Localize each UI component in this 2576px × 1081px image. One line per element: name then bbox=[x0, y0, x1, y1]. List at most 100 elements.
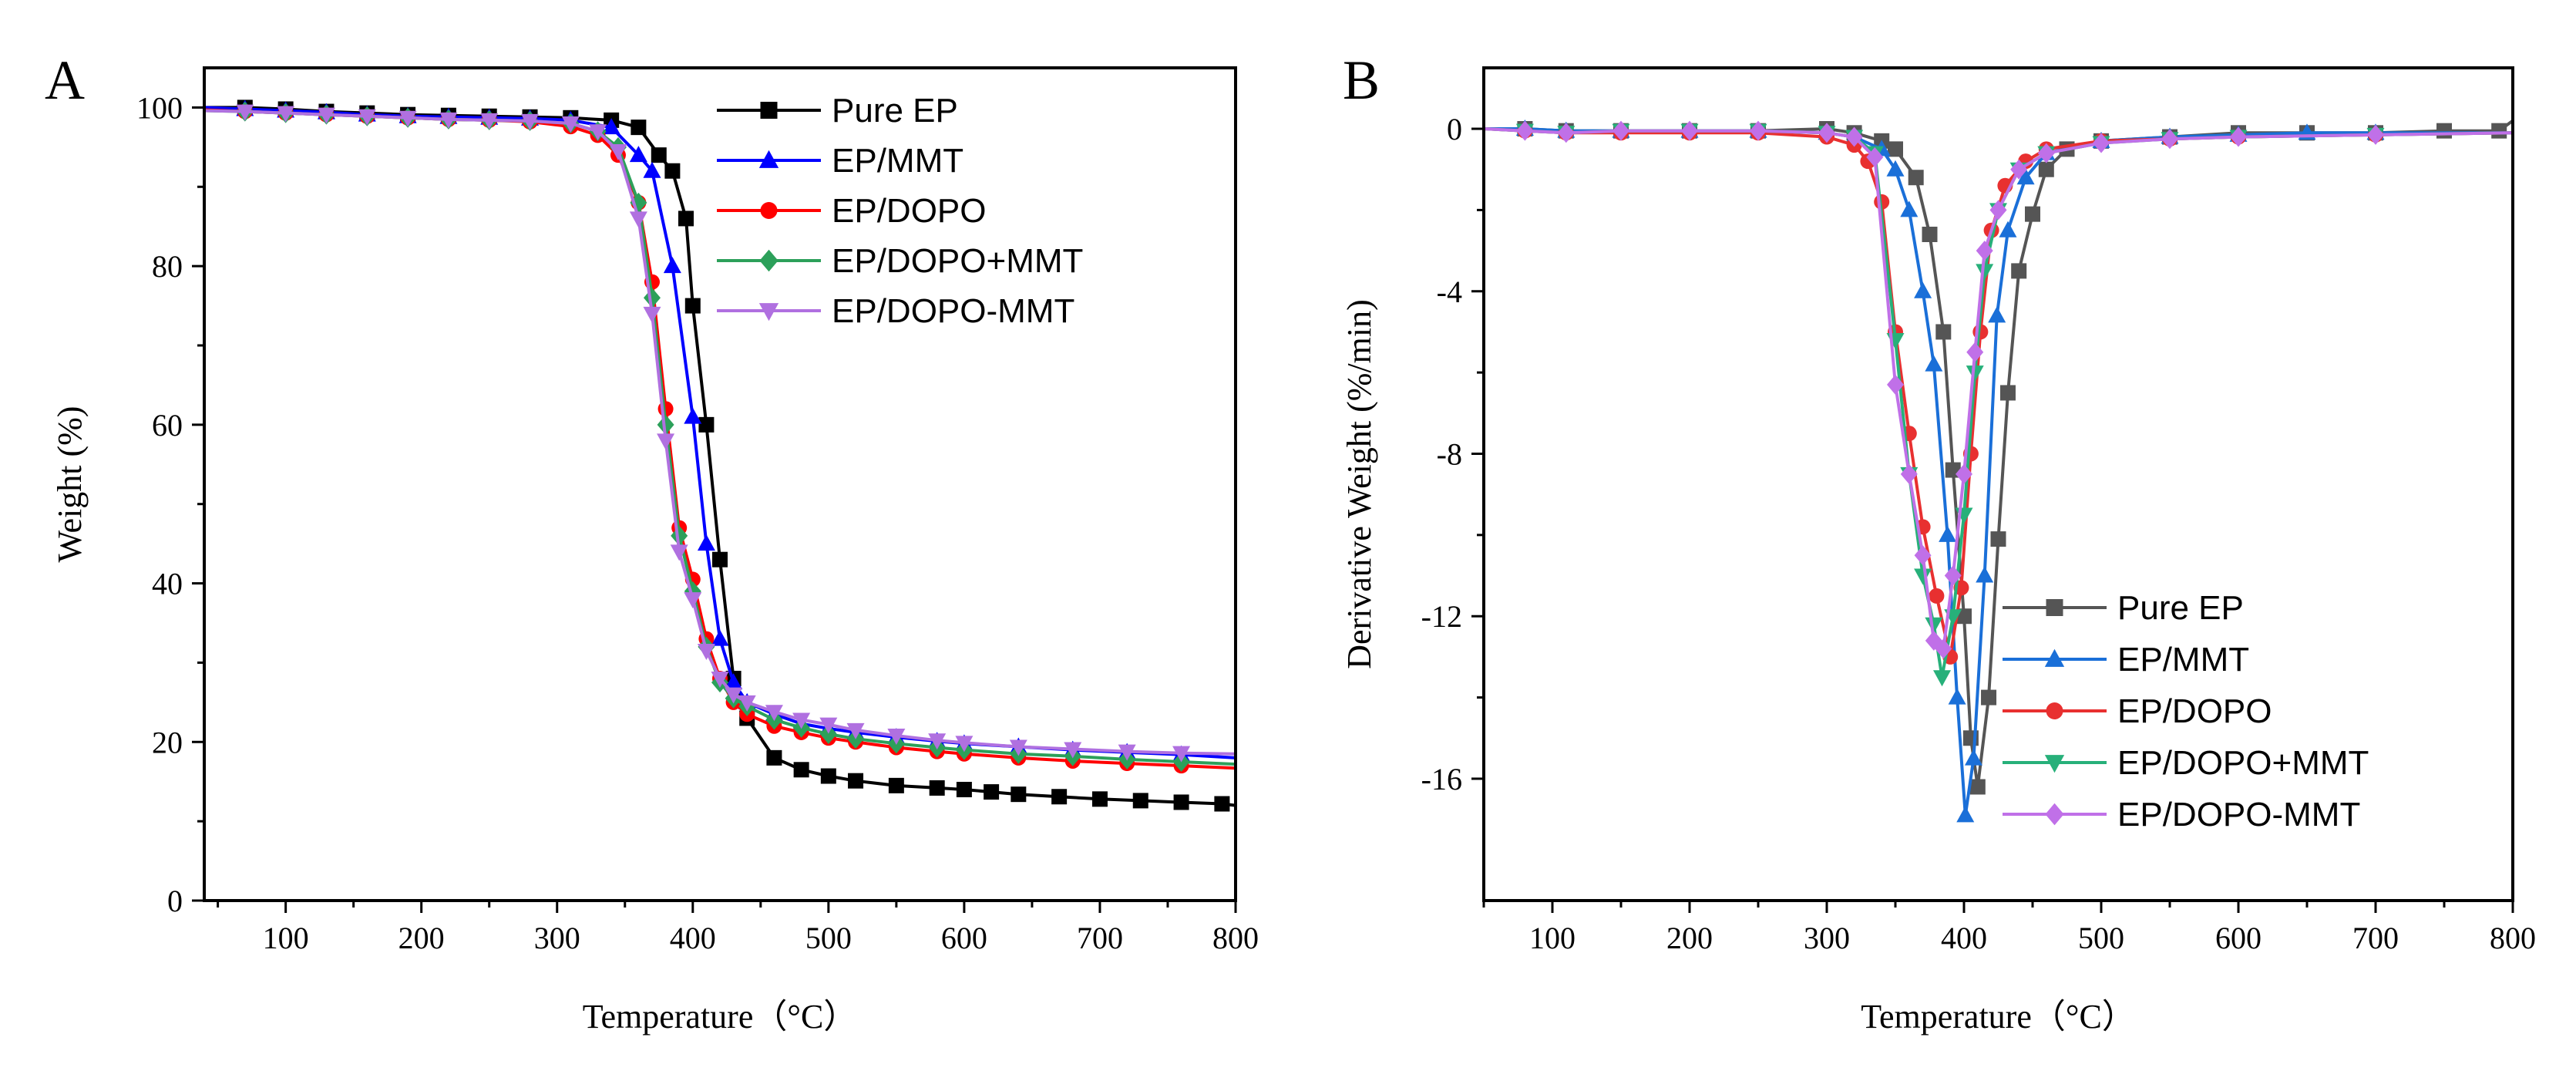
data-point bbox=[1866, 146, 1884, 167]
data-point bbox=[1009, 739, 1027, 756]
data-point bbox=[684, 592, 702, 609]
x-tick-label: 600 bbox=[941, 921, 987, 955]
data-point bbox=[631, 120, 647, 136]
legend-entry: EP/DOPO+MMT bbox=[2003, 744, 2369, 782]
series-line bbox=[203, 106, 1236, 759]
data-point bbox=[955, 736, 974, 753]
data-point bbox=[929, 780, 945, 796]
data-point bbox=[1922, 227, 1938, 242]
data-point bbox=[521, 113, 540, 130]
data-point bbox=[738, 695, 756, 712]
data-point bbox=[629, 146, 647, 163]
y-tick-label: 80 bbox=[152, 249, 183, 284]
series-line bbox=[203, 109, 1236, 766]
x-tick-label: 700 bbox=[2352, 921, 2399, 955]
data-point bbox=[1966, 342, 1984, 362]
x-tick-label: 200 bbox=[399, 921, 445, 955]
data-point bbox=[1964, 749, 1982, 766]
series-ep-dopo-mmt bbox=[203, 104, 1236, 763]
data-point bbox=[928, 733, 947, 750]
x-axis: 100 200 300 400 500 600 700 800 bbox=[1482, 901, 2536, 955]
x-tick-label: 100 bbox=[263, 921, 309, 955]
series-line bbox=[204, 106, 1236, 807]
data-point bbox=[1914, 545, 1932, 566]
legend-entry: EP/DOPO-MMT bbox=[2003, 796, 2360, 833]
series-ep-dopo-mmt bbox=[1483, 120, 2514, 659]
data-point bbox=[2025, 206, 2040, 222]
legend-label: EP/DOPO-MMT bbox=[832, 292, 1074, 330]
legend: Pure EP EP/MMT EP/DOPO EP/DOPO+MMT EP/DOPO-M… bbox=[2003, 589, 2369, 833]
data-point bbox=[725, 687, 743, 704]
data-point bbox=[697, 644, 715, 660]
series-line bbox=[203, 108, 1236, 770]
data-point bbox=[2161, 129, 2178, 150]
data-point bbox=[670, 544, 688, 561]
data-point bbox=[657, 414, 674, 435]
data-point bbox=[2230, 126, 2247, 147]
data-point bbox=[1887, 374, 1904, 395]
panel-b-derivative-chart: 100 200 300 400 500 600 700 800 0 -4 -8 -12 -16 Tempe… bbox=[1340, 49, 2536, 1036]
legend-marker bbox=[758, 303, 779, 322]
series-pure-ep bbox=[1484, 119, 2514, 795]
x-tick-label: 800 bbox=[2490, 921, 2536, 955]
data-point bbox=[1999, 221, 2017, 237]
legend-label: EP/DOPO bbox=[832, 192, 987, 230]
legend: Pure EP EP/MMT EP/DOPO EP/DOPO+MMT EP/DOPO-M… bbox=[717, 92, 1083, 330]
y-axis: 0 -4 -8 -12 -16 bbox=[1421, 112, 1484, 796]
legend-label: EP/MMT bbox=[832, 142, 963, 180]
data-point bbox=[1925, 355, 1943, 372]
data-point bbox=[1929, 588, 1945, 604]
data-point bbox=[1956, 806, 1975, 823]
data-point bbox=[711, 629, 729, 646]
data-point bbox=[643, 306, 661, 323]
series-ep-mmt bbox=[203, 99, 1236, 762]
data-point bbox=[1818, 123, 1835, 143]
data-point bbox=[2010, 159, 2028, 180]
data-point bbox=[1948, 688, 1966, 705]
data-point bbox=[1613, 120, 1629, 141]
y-tick-label: -4 bbox=[1437, 274, 1462, 309]
data-point bbox=[1999, 385, 2016, 401]
data-point bbox=[236, 104, 254, 121]
data-point bbox=[984, 784, 1000, 800]
data-point bbox=[671, 525, 688, 546]
legend-label: EP/DOPO bbox=[2117, 692, 2272, 730]
legend-entry: EP/DOPO-MMT bbox=[717, 292, 1074, 330]
data-point bbox=[1908, 170, 1924, 186]
data-point bbox=[2093, 133, 2110, 153]
data-point bbox=[589, 124, 607, 141]
data-point bbox=[1888, 141, 1903, 157]
x-tick-label: 200 bbox=[1666, 921, 1713, 955]
data-point bbox=[602, 118, 620, 135]
data-point bbox=[765, 705, 783, 722]
y-tick-label: 100 bbox=[136, 90, 183, 125]
legend-entry: EP/MMT bbox=[717, 142, 963, 180]
legend-label: Pure EP bbox=[832, 92, 958, 130]
data-point bbox=[1118, 744, 1136, 761]
data-point bbox=[1172, 746, 1191, 763]
data-point bbox=[766, 749, 782, 766]
data-point bbox=[1925, 617, 1943, 634]
plot-frame bbox=[203, 66, 1237, 902]
data-point bbox=[1956, 463, 1972, 484]
data-point bbox=[629, 211, 647, 228]
data-point bbox=[561, 116, 580, 133]
legend-marker bbox=[758, 150, 779, 168]
x-axis: 100 200 300 400 500 600 700 800 bbox=[217, 901, 1259, 955]
data-point bbox=[1914, 281, 1932, 298]
x-tick-label: 600 bbox=[2215, 921, 2262, 955]
legend-marker bbox=[2045, 803, 2064, 826]
legend-label: EP/DOPO-MMT bbox=[2117, 796, 2360, 833]
x-tick-label: 400 bbox=[1941, 921, 1987, 955]
data-point bbox=[2491, 123, 2507, 139]
legend-marker bbox=[2046, 599, 2063, 616]
data-point bbox=[1990, 531, 2006, 547]
data-point bbox=[1750, 120, 1767, 141]
data-point bbox=[1981, 689, 1997, 706]
data-point bbox=[711, 672, 729, 688]
legend-entry: EP/DOPO bbox=[717, 192, 987, 230]
data-point bbox=[657, 433, 675, 450]
data-point bbox=[2436, 123, 2452, 139]
legend-label: Pure EP bbox=[2117, 589, 2244, 627]
